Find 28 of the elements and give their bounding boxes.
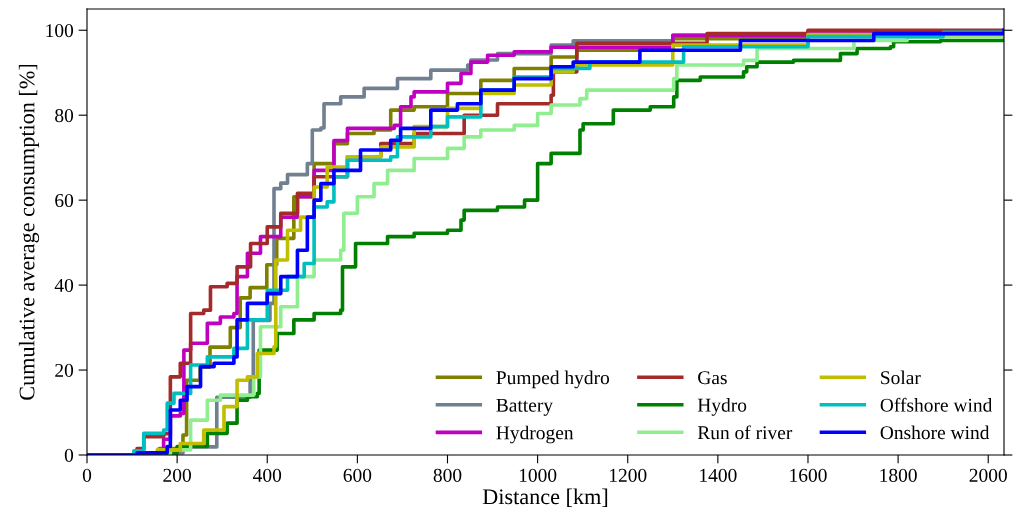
legend-label: Gas [698,371,727,385]
x-tick-label: 1400 [700,468,737,482]
x-tick-label: 1000 [519,468,557,482]
x-tick-label: 600 [343,468,372,482]
x-tick-label: 800 [433,468,462,482]
x-tick-label: 200 [163,468,191,482]
legend-label: Battery [496,398,553,416]
x-tick-label: 0 [82,468,92,482]
x-axis-title: Distance [km] [482,488,608,507]
y-axis-title: Cumulative average consumption [%] [18,64,40,400]
y-tick-label: 80 [55,109,74,123]
x-tick-label: 1800 [880,468,917,482]
legend-label: Pumped hydro [496,370,610,389]
legend-label: Solar [881,370,921,385]
y-tick-label: 20 [55,363,74,377]
legend-label: Onshore wind [880,425,990,440]
x-tick-label: 1200 [610,468,647,482]
legend-label: Run of river [697,425,793,440]
y-tick-label: 60 [55,193,74,208]
x-tick-label: 1600 [790,468,827,482]
y-tick-label: 100 [46,24,74,38]
legend-label: Hydro [697,398,747,416]
legend-label: Offshore wind [880,397,993,412]
x-tick-label: 400 [253,468,282,482]
y-tick-label: 40 [54,278,74,293]
legend-label: Hydrogen [496,425,574,444]
y-tick-label: 0 [64,448,74,462]
x-tick-label: 2000 [969,468,1007,482]
